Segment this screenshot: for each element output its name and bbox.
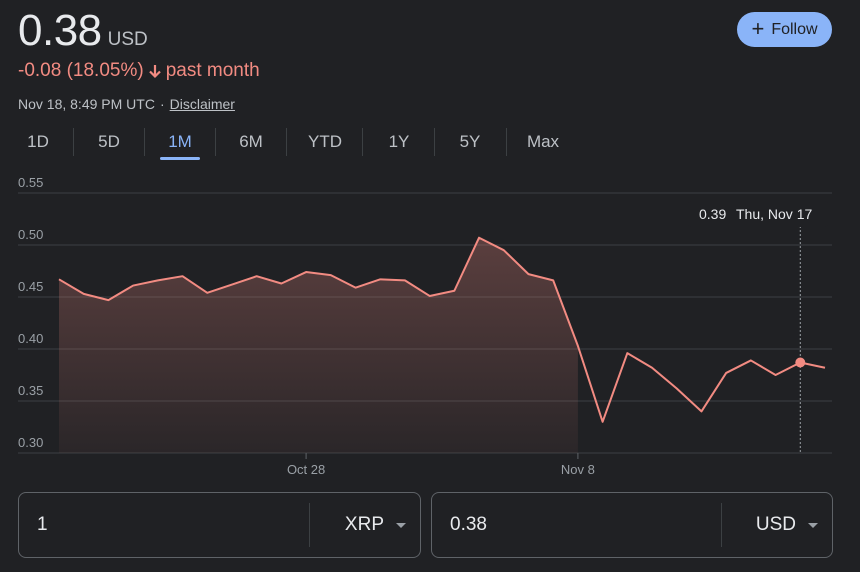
- from-currency-label: XRP: [344, 514, 384, 535]
- hover-point: [795, 357, 806, 368]
- plus-icon: +: [751, 15, 765, 41]
- range-divider: [362, 128, 363, 156]
- y-tick-label: 0.40: [18, 331, 43, 346]
- price-value: 0.38: [18, 6, 102, 55]
- y-tick-label: 0.35: [18, 383, 43, 398]
- range-tab-6m[interactable]: 6M: [239, 132, 263, 151]
- y-tick-label: 0.55: [18, 176, 43, 190]
- range-tab-ytd[interactable]: YTD: [308, 132, 342, 151]
- price-currency: USD: [107, 29, 148, 50]
- caret-down-icon: [808, 522, 818, 528]
- range-tab-5d[interactable]: 5D: [98, 132, 120, 151]
- range-divider: [286, 128, 287, 156]
- from-currency-select[interactable]: XRP: [310, 493, 420, 557]
- y-tick-label: 0.30: [18, 435, 43, 450]
- to-amount-input[interactable]: [432, 493, 721, 557]
- change-value: -0.08 (18.05%): [18, 60, 144, 81]
- arrow-down-icon: [148, 65, 161, 79]
- tooltip-date: Thu, Nov 17: [736, 206, 812, 222]
- tooltip-value: 0.39: [699, 206, 726, 222]
- price-header: 0.38 USD: [18, 6, 148, 56]
- caret-down-icon: [396, 522, 406, 528]
- to-currency-label: USD: [755, 514, 796, 535]
- converter-divider: [309, 503, 310, 547]
- follow-button[interactable]: + Follow: [737, 12, 832, 47]
- range-divider: [215, 128, 216, 156]
- price-chart[interactable]: 0.55 0.50 0.45 0.40 0.35 0.30 Oct 28 Nov 8 0.39…: [0, 176, 860, 486]
- change-period: past month: [165, 60, 260, 81]
- range-tab-1m[interactable]: 1M: [158, 126, 202, 160]
- to-currency-select[interactable]: USD: [722, 493, 832, 557]
- range-tab-5y[interactable]: 5Y: [459, 132, 481, 151]
- range-divider: [434, 128, 435, 156]
- quote-timestamp: Nov 18, 8:49 PM UTC: [18, 96, 155, 112]
- y-tick-label: 0.50: [18, 227, 43, 242]
- converter-from: XRP: [18, 492, 421, 558]
- area-fill: [59, 237, 578, 453]
- series-line: [58, 236, 826, 423]
- x-tick-label: Nov 8: [561, 462, 595, 477]
- range-tab-1y[interactable]: 1Y: [388, 132, 410, 151]
- range-divider: [144, 128, 145, 156]
- range-tab-max[interactable]: Max: [526, 132, 560, 151]
- converter-to: USD: [431, 492, 833, 558]
- converter-divider: [721, 503, 722, 547]
- meta-separator: ·: [159, 96, 165, 112]
- quote-meta: Nov 18, 8:49 PM UTC · Disclaimer: [18, 96, 235, 112]
- range-divider: [506, 128, 507, 156]
- follow-label: Follow: [771, 20, 818, 38]
- range-divider: [73, 128, 74, 156]
- from-amount-input[interactable]: [19, 493, 309, 557]
- y-tick-label: 0.45: [18, 279, 43, 294]
- disclaimer-link[interactable]: Disclaimer: [169, 96, 235, 112]
- range-tab-1d[interactable]: 1D: [27, 132, 49, 151]
- tooltip-box: [688, 201, 828, 227]
- price-change: -0.08 (18.05%) past month: [18, 60, 260, 82]
- x-tick-label: Oct 28: [287, 462, 325, 477]
